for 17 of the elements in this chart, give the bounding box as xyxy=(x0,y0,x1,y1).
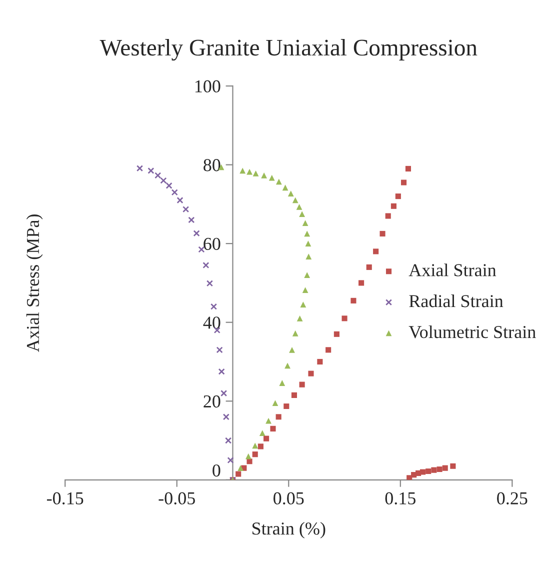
y-tick-label: 100 xyxy=(195,80,220,92)
legend-label: Volumetric Strain xyxy=(408,325,536,338)
x-tick-label: 0.05 xyxy=(274,492,304,504)
x-tick-label: 0.15 xyxy=(385,492,416,504)
x-tick-label: -0.15 xyxy=(46,492,84,504)
legend-label: Radial Strain xyxy=(409,294,504,308)
y-tick-label: 40 xyxy=(203,316,220,329)
y-tick-label: 0 xyxy=(212,464,220,477)
x-axis-title: Strain (%) xyxy=(252,522,326,538)
chart-title: Westerly Granite Uniaxial Compression xyxy=(100,39,478,61)
y-tick-label: 80 xyxy=(204,159,220,172)
legend-label: Axial Strain xyxy=(408,264,496,276)
y-tick-label: 60 xyxy=(204,238,220,250)
y-axis-title: Axial Stress (MPa) xyxy=(26,214,43,352)
x-tick-label: -0.05 xyxy=(158,492,195,504)
y-tick-label: 20 xyxy=(204,395,220,408)
x-tick-label: 0.25 xyxy=(497,492,528,504)
